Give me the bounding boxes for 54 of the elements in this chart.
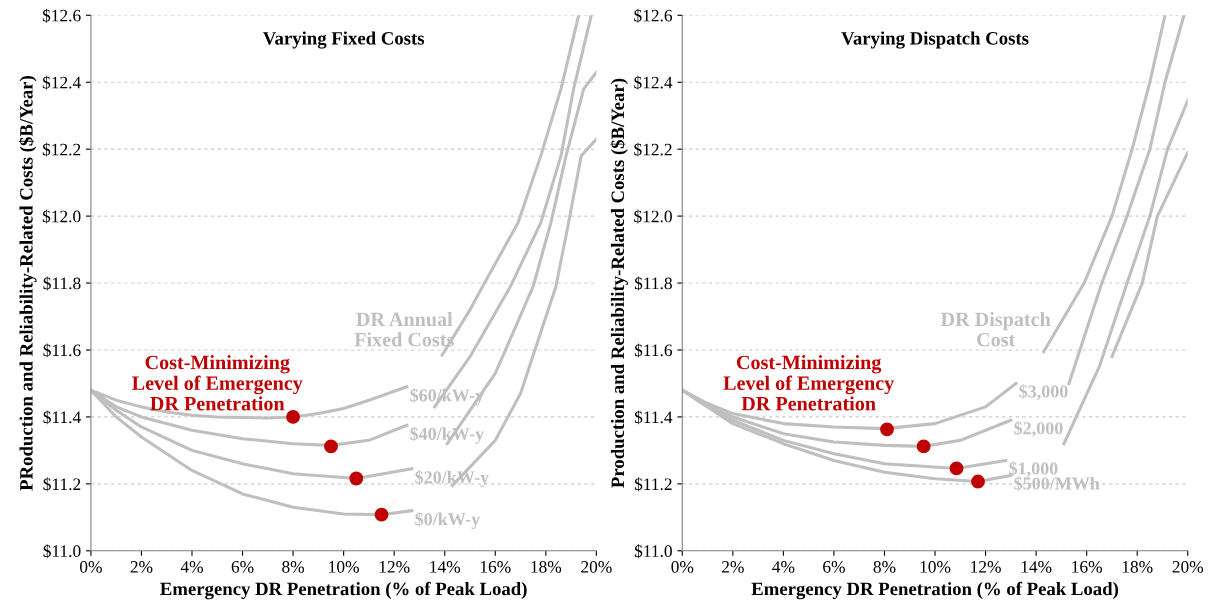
x-tick-label: 2%: [130, 561, 153, 573]
x-tick-label: 10%: [920, 561, 951, 573]
y-tick-label: $11.4: [634, 410, 673, 425]
annotation: Cost-Minimizing Level of Emergency DR Penetration: [132, 355, 303, 411]
x-tick-label: 12%: [379, 561, 410, 573]
y-tick-label: $12.2: [634, 142, 672, 157]
annotation: DR Dispatch Cost: [940, 311, 1051, 347]
x-tick-label: 16%: [480, 561, 511, 573]
series-label: $3,000: [1019, 384, 1068, 401]
annotation: Cost-Minimizing Level of Emergency DR Penetration: [723, 355, 895, 411]
y-axis-title: Production and Reliability-Related Costs ($B/Year): [610, 78, 628, 488]
text: Varying Fixed Costs: [262, 31, 425, 49]
x-tick-label: 6%: [823, 561, 845, 573]
x-tick-label: 14%: [430, 561, 461, 573]
y-tick-label: $12.4: [634, 75, 673, 90]
x-tick-label: 6%: [231, 561, 254, 573]
y-tick-label: $12.6: [42, 8, 81, 23]
x-tick-label: 12%: [971, 561, 1001, 573]
y-tick-label: $11.2: [634, 477, 672, 492]
x-tick-label: 20%: [1172, 561, 1204, 573]
y-tick-label: $12.0: [634, 209, 672, 224]
x-tick-label: 4%: [772, 561, 795, 573]
x-tick-label: 8%: [873, 561, 896, 573]
y-tick-label: $11.8: [634, 276, 672, 291]
x-tick-label: 8%: [282, 561, 305, 573]
x-tick-label: 18%: [531, 561, 562, 573]
x-tick-label: 0%: [79, 561, 102, 573]
y-tick-label: $12.2: [42, 142, 81, 157]
text: Varying Dispatch Costs: [841, 31, 1029, 49]
x-tick-label: 4%: [180, 561, 203, 573]
series-label: $0/kW-y: [415, 512, 481, 529]
x-axis-title: Emergency DR Penetration (% of Peak Load): [751, 581, 1119, 600]
x-tick-label: 16%: [1072, 561, 1102, 573]
x-tick-label: 20%: [581, 561, 612, 573]
x-tick-label: 14%: [1021, 561, 1052, 573]
x-tick-label: 2%: [722, 561, 744, 573]
y-tick-label: $11.2: [43, 477, 81, 492]
series-label: $1,000: [1009, 461, 1058, 478]
series-label: $2,000: [1014, 421, 1063, 437]
x-axis-title: Emergency DR Penetration (% of Peak Load): [160, 581, 527, 600]
y-axis-title: PRoduction and Reliability-Related Costs ($B/Year): [18, 76, 37, 491]
y-tick-label: $11.0: [634, 544, 672, 559]
y-tick-label: $11.6: [43, 343, 81, 358]
series-label: $500/MWh: [1014, 476, 1100, 491]
y-tick-label: $12.4: [42, 75, 81, 90]
y-tick-label: $12.0: [42, 209, 81, 224]
y-tick-label: $12.6: [634, 8, 673, 23]
x-tick-label: 10%: [329, 561, 359, 573]
y-tick-label: $11.6: [634, 343, 673, 358]
x-tick-label: 0%: [671, 561, 694, 573]
x-tick-label: 18%: [1122, 561, 1153, 573]
y-tick-label: $11.8: [43, 276, 81, 291]
y-tick-label: $11.0: [43, 544, 81, 559]
y-tick-label: $11.4: [43, 410, 81, 425]
